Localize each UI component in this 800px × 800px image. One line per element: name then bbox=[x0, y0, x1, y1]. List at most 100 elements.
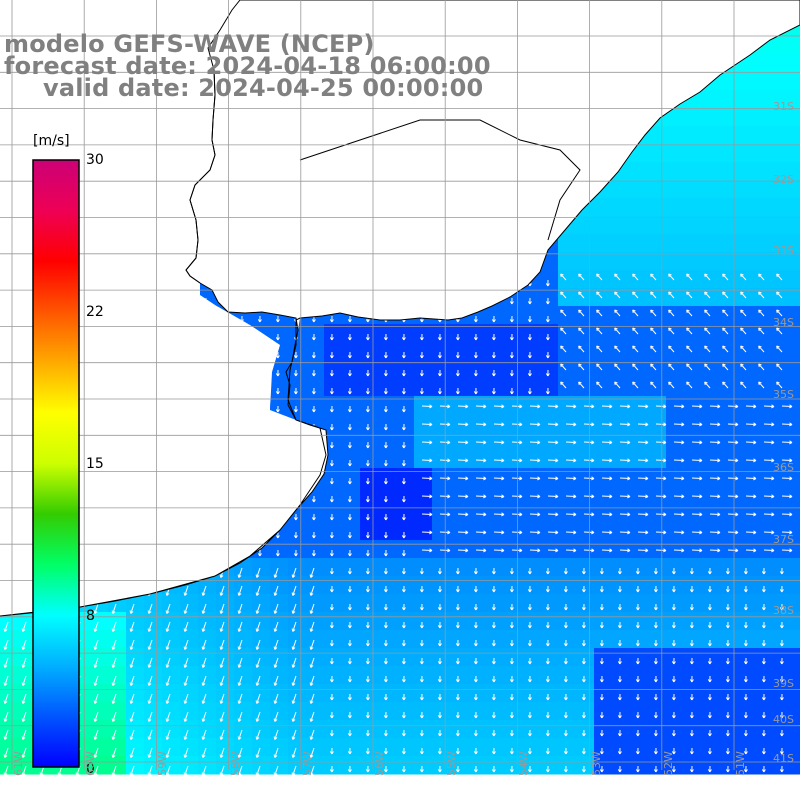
field-cell bbox=[126, 162, 145, 181]
wind-arrow-head bbox=[203, 319, 207, 323]
field-cell bbox=[252, 198, 271, 217]
wind-arrow-head bbox=[493, 355, 496, 359]
wind-arrow-head bbox=[115, 517, 118, 521]
wind-arrow bbox=[22, 675, 27, 686]
field-cell bbox=[612, 738, 631, 757]
wind-arrow-head bbox=[740, 363, 742, 368]
field-cell bbox=[648, 612, 667, 631]
field-cell bbox=[684, 342, 703, 361]
wind-arrow-head bbox=[97, 445, 100, 449]
field-cell bbox=[666, 180, 685, 199]
wind-arrow-head bbox=[673, 643, 676, 647]
wind-arrow-head bbox=[23, 283, 27, 287]
field-cell bbox=[468, 432, 487, 451]
field-cell bbox=[558, 432, 577, 451]
wind-arrow-head bbox=[663, 548, 667, 551]
wind-arrow-head bbox=[403, 337, 406, 341]
wind-arrow-head bbox=[609, 440, 613, 443]
wind-arrow-head bbox=[166, 683, 170, 686]
wind-arrow-head bbox=[560, 273, 562, 278]
wind-arrow bbox=[650, 363, 657, 371]
field-cell bbox=[414, 288, 433, 307]
field-cell bbox=[738, 558, 757, 577]
field-cell bbox=[792, 612, 800, 631]
wind-arrow-head bbox=[501, 476, 505, 479]
field-cell bbox=[648, 288, 667, 307]
field-cell bbox=[360, 270, 379, 289]
field-cell bbox=[450, 756, 469, 775]
field-cell bbox=[774, 36, 793, 55]
field-cell bbox=[792, 630, 800, 649]
wind-arrow-head bbox=[259, 283, 262, 287]
wind-arrow-head bbox=[547, 355, 550, 359]
wind-arrow-head bbox=[112, 701, 116, 704]
wind-arrow-head bbox=[691, 661, 694, 665]
field-cell bbox=[360, 0, 379, 19]
field-cell bbox=[648, 54, 667, 73]
field-cell bbox=[702, 270, 721, 289]
field-cell bbox=[450, 270, 469, 289]
field-cell bbox=[522, 306, 541, 325]
wind-arrow-head bbox=[205, 373, 208, 377]
wind-arrow-head bbox=[385, 571, 388, 575]
wind-arrow-head bbox=[292, 629, 296, 632]
field-cell bbox=[468, 216, 487, 235]
field-cell bbox=[720, 378, 739, 397]
wind-arrow-head bbox=[709, 571, 712, 575]
wind-arrow-head bbox=[727, 589, 730, 593]
wind-arrow-head bbox=[547, 319, 550, 323]
wind-arrow-head bbox=[650, 345, 652, 350]
field-cell bbox=[522, 126, 541, 145]
wind-arrow-head bbox=[645, 476, 649, 479]
wind-arrow-head bbox=[511, 661, 514, 665]
field-cell bbox=[162, 216, 181, 235]
wind-arrow-head bbox=[627, 494, 631, 497]
wind-arrow-head bbox=[457, 373, 460, 377]
field-cell bbox=[324, 288, 343, 307]
wind-arrow-head bbox=[223, 517, 226, 521]
field-cell bbox=[342, 108, 361, 127]
wind-arrow-head bbox=[166, 665, 170, 668]
field-cell bbox=[630, 180, 649, 199]
field-cell bbox=[486, 450, 505, 469]
wind-arrow bbox=[202, 675, 207, 686]
field-cell bbox=[306, 396, 325, 415]
field-cell bbox=[144, 342, 163, 361]
wind-arrow-head bbox=[403, 481, 406, 485]
field-cell bbox=[774, 90, 793, 109]
wind-arrow-head bbox=[421, 589, 424, 593]
field-cell bbox=[576, 108, 595, 127]
field-cell bbox=[360, 198, 379, 217]
wind-arrow-head bbox=[23, 499, 27, 503]
field-cell bbox=[288, 360, 307, 379]
field-cell bbox=[234, 306, 253, 325]
wind-arrow-head bbox=[277, 373, 280, 377]
wind-arrow-head bbox=[115, 463, 118, 467]
wind-arrow-head bbox=[601, 625, 604, 629]
wind-arrow bbox=[220, 585, 225, 596]
wind-arrow-head bbox=[165, 574, 168, 578]
wind-arrow-head bbox=[573, 440, 577, 443]
field-cell bbox=[378, 558, 397, 577]
wind-arrow-head bbox=[149, 391, 153, 395]
wind-arrow-head bbox=[529, 625, 532, 629]
wind-arrow-head bbox=[709, 643, 712, 647]
field-cell bbox=[216, 504, 235, 523]
wind-arrow-head bbox=[259, 301, 262, 305]
wind-arrow-head bbox=[257, 517, 261, 521]
field-cell bbox=[684, 378, 703, 397]
wind-arrow-head bbox=[205, 355, 208, 359]
wind-arrow-head bbox=[403, 517, 406, 521]
field-cell bbox=[468, 360, 487, 379]
wind-arrow-head bbox=[735, 512, 739, 515]
field-cell bbox=[504, 144, 523, 163]
wind-arrow-head bbox=[421, 355, 424, 359]
wind-arrow-head bbox=[310, 665, 314, 668]
wind-arrow-head bbox=[151, 517, 154, 521]
field-cell bbox=[162, 630, 181, 649]
wind-arrow-head bbox=[457, 679, 460, 683]
field-cell bbox=[90, 558, 109, 577]
wind-arrow-head bbox=[115, 391, 118, 395]
wind-arrow-head bbox=[632, 345, 634, 350]
field-cell bbox=[774, 702, 793, 721]
